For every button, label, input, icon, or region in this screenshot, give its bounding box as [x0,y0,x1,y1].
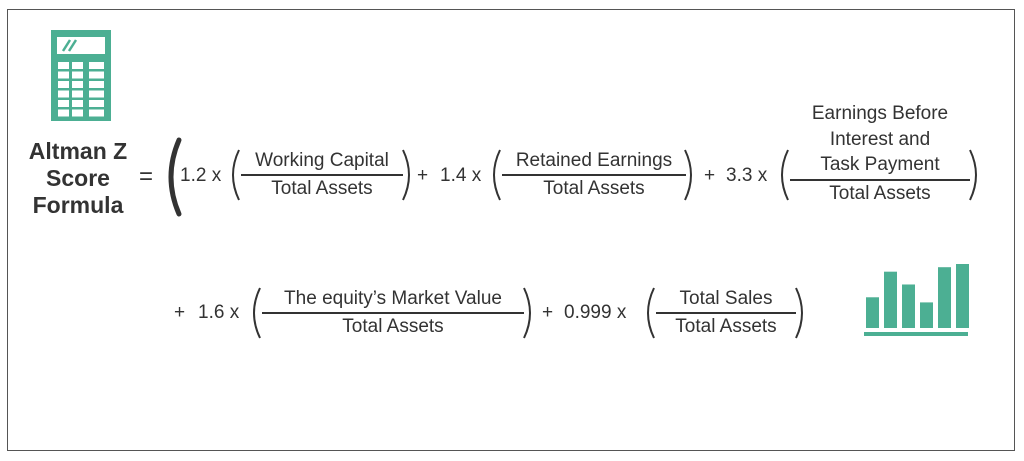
fraction-equity-market-value: The equity’s Market Value Total Assets [262,288,524,338]
numerator-line: Earnings Before [811,103,949,124]
bar-chart-bar [956,264,969,328]
paren-open-5 [647,287,655,339]
calculator-key [72,71,83,79]
fraction-bar [656,312,796,314]
coefficient-5: 0.999 x [564,302,627,323]
paren-open-1 [232,149,240,201]
denominator: Total Assets [675,315,777,337]
calculator-key [72,90,83,98]
numerator: Working Capital [255,150,389,171]
coefficient-3: 3.3 x [726,165,768,186]
calculator-key [89,81,104,88]
fraction-working-capital: Working Capital Total Assets [241,150,403,200]
calculator-key [72,62,83,69]
calculator-key [89,90,104,98]
calculator-key [58,62,69,69]
numerator: Total Sales [679,288,773,309]
paren-close-1 [402,149,410,201]
fraction-bar [241,174,403,176]
paren-close-2 [684,149,692,201]
calculator-key [58,90,69,98]
formula-title: Altman Z Score Formula [18,138,138,219]
fraction-bar [790,179,970,181]
coefficient-1: 1.2 x [180,165,222,186]
calculator-key [72,81,83,88]
denominator: Total Assets [342,315,444,337]
coefficient-2: 1.4 x [440,165,482,186]
calculator-key [72,109,83,117]
calculator-icon [51,30,111,121]
formula-card [7,9,1015,451]
calculator-key [58,71,69,79]
fraction-earnings-before-interest: Earnings Before Interest and Task Paymen… [790,101,970,205]
numerator: Earnings Before Interest and Task Paymen… [790,101,970,179]
paren-open-2 [493,149,501,201]
calculator-key [89,71,104,79]
bar-chart-bar [866,297,879,328]
bar-chart-baseline [864,332,968,336]
fraction-bar [262,312,524,314]
numerator-line: Interest and [829,129,931,150]
fraction-total-sales: Total Sales Total Assets [656,288,796,338]
denominator: Total Assets [829,182,931,204]
bar-chart-bar [920,302,933,328]
paren-open-3 [781,149,789,201]
denominator: Total Assets [271,177,373,199]
plus-sign: + [704,165,716,186]
paren-open-4 [253,287,261,339]
calculator-key [89,100,104,107]
bar-chart-icon [864,264,969,336]
coefficient-4: 1.6 x [198,302,240,323]
fraction-bar [502,174,686,176]
calculator-key [58,81,69,88]
title-line: Formula [32,192,124,218]
outer-open-paren [168,137,182,217]
fraction-retained-earnings: Retained Earnings Total Assets [502,150,686,200]
plus-sign: + [174,302,186,323]
bar-chart-bar [884,271,897,328]
calculator-key [58,100,69,107]
bar-chart-bar [902,284,915,328]
calculator-key [89,62,104,69]
numerator-line: Task Payment [820,154,940,175]
title-line: Altman Z [28,138,128,164]
paren-close-4 [523,287,531,339]
plus-sign: + [417,165,429,186]
equals-sign: = [139,163,154,190]
calculator-key [89,109,104,117]
numerator: The equity’s Market Value [284,288,502,309]
paren-close-3 [969,149,977,201]
calculator-key [58,109,69,117]
paren-close-5 [795,287,803,339]
calculator-key [72,100,83,107]
bar-chart-bar [938,267,951,328]
title-line: Score [46,165,110,191]
numerator: Retained Earnings [515,150,673,171]
denominator: Total Assets [543,177,645,199]
plus-sign: + [542,302,554,323]
